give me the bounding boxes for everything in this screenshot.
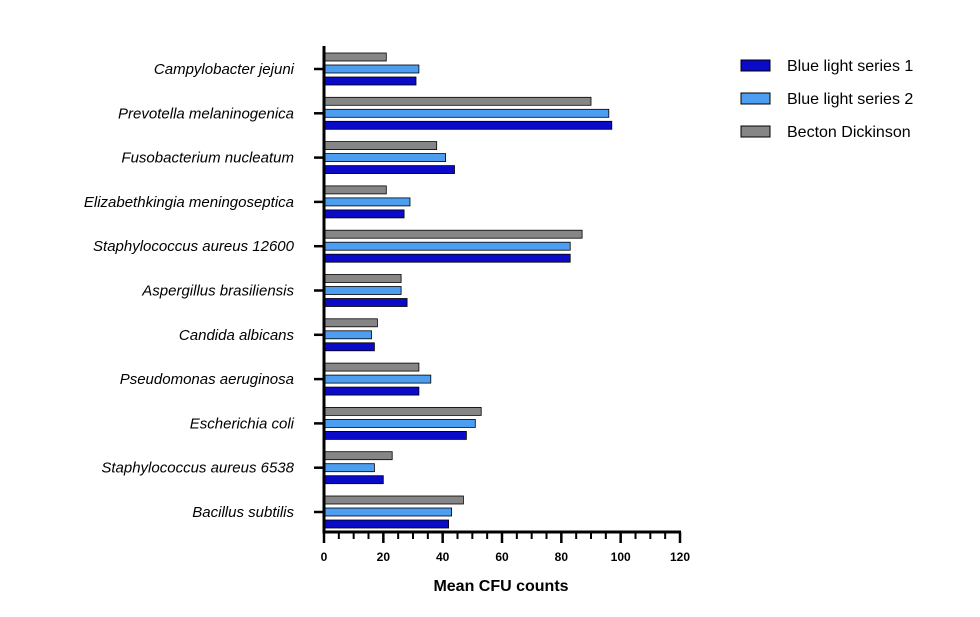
category-axis: Campylobacter jejuni Prevotella melaninog…: [84, 46, 326, 533]
bar-3-1: [323, 52, 387, 62]
category-label: Escherichia coli: [190, 415, 295, 432]
category-label: Candida albicans: [179, 327, 295, 344]
bars-group: [323, 52, 613, 529]
bar-3-7: [323, 318, 378, 328]
legend-label-1: Blue light series 1: [787, 58, 913, 75]
bar-1-3: [323, 165, 455, 175]
bar-2-1: [323, 64, 420, 74]
x-tick-label: 40: [436, 550, 450, 564]
bar-3-4: [323, 185, 387, 195]
bar-3-6: [323, 274, 402, 283]
bar-2-10: [323, 463, 375, 473]
category-label: Elizabethkingia meningoseptica: [84, 194, 294, 211]
x-tick-label: 0: [321, 550, 328, 564]
bar-3-10: [323, 451, 393, 461]
bar-2-11: [323, 507, 452, 517]
x-tick-label: 100: [611, 550, 631, 564]
category-label: Bacillus subtilis: [192, 504, 294, 521]
bar-3-5: [323, 229, 583, 239]
category-label: Prevotella melaninogenica: [118, 105, 294, 122]
category-label: Aspergillus brasiliensis: [141, 283, 294, 300]
bar-1-10: [323, 475, 384, 485]
legend-swatch-3: [740, 125, 771, 138]
bar-2-2: [323, 108, 610, 118]
bar-3-11: [323, 495, 464, 505]
bar-2-9: [323, 418, 476, 428]
bar-1-4: [323, 209, 405, 219]
bar-1-2: [323, 120, 613, 130]
legend-swatch-1: [740, 59, 771, 72]
bar-3-9: [323, 406, 482, 416]
category-label: Fusobacterium nucleatum: [121, 150, 294, 167]
legend: Blue light series 1 Blue light series 2 Be…: [740, 58, 913, 141]
bar-1-9: [323, 430, 467, 440]
bar-1-5: [323, 253, 571, 263]
category-label: Campylobacter jejuni: [154, 61, 295, 78]
bar-2-8: [323, 374, 432, 384]
x-axis: 0 20 40 60 80 100 120: [321, 530, 690, 564]
bar-1-7: [323, 342, 375, 352]
x-tick-label: 80: [555, 550, 569, 564]
category-label: Staphylococcus aureus 12600: [93, 238, 295, 255]
bar-1-8: [323, 386, 420, 396]
bar-1-11: [323, 519, 449, 529]
bar-3-3: [323, 141, 438, 151]
x-tick-label: 20: [377, 550, 391, 564]
bar-2-3: [323, 153, 446, 163]
bar-2-5: [323, 241, 571, 251]
category-label: Staphylococcus aureus 6538: [101, 460, 294, 477]
bar-1-6: [323, 298, 408, 307]
legend-swatch-2: [740, 92, 771, 105]
bar-2-7: [323, 330, 372, 340]
x-tick-label: 60: [495, 550, 509, 564]
bar-1-1: [323, 76, 417, 86]
category-label: Pseudomonas aeruginosa: [120, 371, 294, 388]
bar-3-8: [323, 362, 420, 372]
bar-2-6: [323, 286, 402, 295]
bar-3-2: [323, 96, 592, 106]
x-axis-title: Mean CFU counts: [433, 578, 568, 595]
bar-2-4: [323, 197, 411, 207]
x-tick-label: 120: [670, 550, 690, 564]
legend-label-2: Blue light series 2: [787, 91, 913, 108]
legend-label-3: Becton Dickinson: [787, 124, 911, 141]
